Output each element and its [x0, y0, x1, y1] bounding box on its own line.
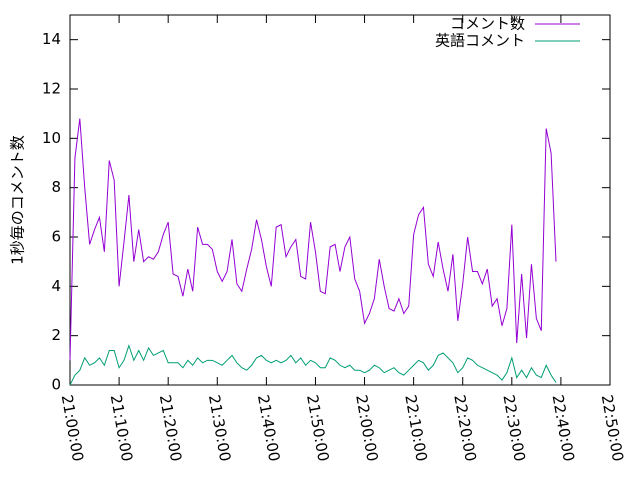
y-tick-label: 8	[51, 178, 61, 196]
series-line	[69, 118, 557, 361]
plot-border	[69, 14, 611, 386]
series-line	[69, 343, 557, 386]
y-tick-label: 14	[42, 30, 61, 48]
y-tick-label: 0	[51, 376, 61, 394]
y-tick-label: 10	[42, 129, 61, 147]
y-axis-label: 1秒毎のコメント数	[9, 135, 27, 265]
y-tick-label: 2	[51, 326, 61, 344]
legend-label: コメント数	[450, 15, 525, 33]
legend-label: 英語コメント	[435, 32, 525, 50]
y-tick-label: 12	[42, 80, 61, 98]
y-tick-label: 4	[51, 277, 61, 295]
y-tick-label: 6	[51, 228, 61, 246]
